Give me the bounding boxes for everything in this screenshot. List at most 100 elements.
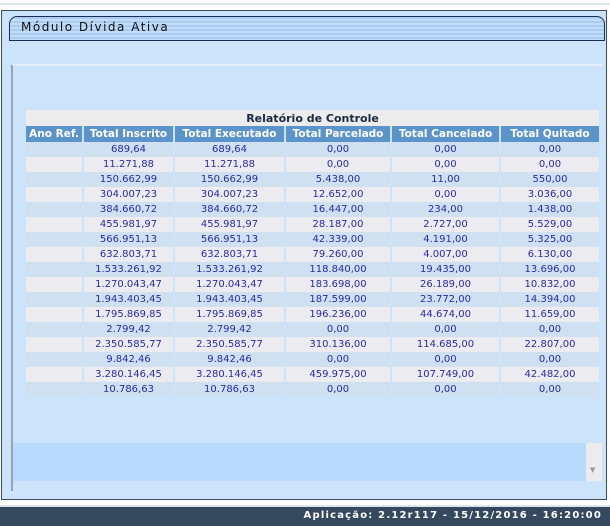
table-cell: 384.660,72 bbox=[175, 202, 284, 217]
column-header: Total Quitado bbox=[501, 126, 599, 142]
table-cell: 2.727,00 bbox=[392, 217, 499, 232]
table-cell: 42.339,00 bbox=[286, 232, 390, 247]
table-cell: 0,00 bbox=[392, 187, 499, 202]
table-cell bbox=[26, 247, 82, 262]
column-header: Total Executado bbox=[175, 126, 284, 142]
table-cell: 16.447,00 bbox=[286, 202, 390, 217]
column-header: Total Cancelado bbox=[392, 126, 499, 142]
table-cell: 11.271,88 bbox=[84, 157, 173, 172]
table-cell: 183.698,00 bbox=[286, 277, 390, 292]
table-cell: 1.270.043,47 bbox=[175, 277, 284, 292]
table-cell bbox=[26, 367, 82, 382]
table-row: 455.981,97 455.981,97 28.187,00 2.727,00 5.5… bbox=[26, 217, 599, 232]
module-title: Módulo Dívida Ativa bbox=[21, 20, 170, 34]
arrow-down-icon[interactable]: ▼ bbox=[590, 466, 596, 474]
table-row: 9.842,46 9.842,46 0,00 0,00 0,00 bbox=[26, 352, 599, 367]
table-cell: 566.951,13 bbox=[84, 232, 173, 247]
table-row: 150.662,99 150.662,99 5.438,00 11,00 550,00 bbox=[26, 172, 599, 187]
table-row: 689,64 689,64 0,00 0,00 0,00 bbox=[26, 142, 599, 157]
table-row: 1.533.261,92 1.533.261,92 118.840,00 19.435… bbox=[26, 262, 599, 277]
table-cell: 304.007,23 bbox=[84, 187, 173, 202]
table-cell: 14.394,00 bbox=[501, 292, 599, 307]
table-cell: 10.786,63 bbox=[175, 382, 284, 397]
column-header: Total Parcelado bbox=[286, 126, 390, 142]
table-cell: 0,00 bbox=[501, 382, 599, 397]
table-cell: 0,00 bbox=[286, 157, 390, 172]
scrollbar[interactable]: ▼ bbox=[586, 443, 602, 481]
table-row: 632.803,71 632.803,71 79.260,00 4.007,00 6.1… bbox=[26, 247, 599, 262]
table-cell: 0,00 bbox=[501, 352, 599, 367]
table-row: 566.951,13 566.951,13 42.339,00 4.191,00 5.3… bbox=[26, 232, 599, 247]
table-cell: 11.659,00 bbox=[501, 307, 599, 322]
table-cell: 9.842,46 bbox=[175, 352, 284, 367]
table-cell: 310.136,00 bbox=[286, 337, 390, 352]
table-cell: 0,00 bbox=[501, 322, 599, 337]
table-cell: 10.786,63 bbox=[84, 382, 173, 397]
table-cell: 566.951,13 bbox=[175, 232, 284, 247]
table-cell: 44.674,00 bbox=[392, 307, 499, 322]
table-row: 2.350.585,77 2.350.585,77 310.136,00 114.68… bbox=[26, 337, 599, 352]
table-cell: 107.749,00 bbox=[392, 367, 499, 382]
table-cell: 3.036,00 bbox=[501, 187, 599, 202]
table-cell: 0,00 bbox=[286, 142, 390, 157]
table-cell bbox=[26, 157, 82, 172]
control-report-table: Relatório de Controle Ano Ref. Total Insc… bbox=[24, 110, 601, 397]
table-cell bbox=[26, 142, 82, 157]
table-cell: 550,00 bbox=[501, 172, 599, 187]
table-cell: 0,00 bbox=[286, 322, 390, 337]
status-footer: Aplicação: 2.12r117 - 15/12/2016 - 16:20… bbox=[0, 505, 610, 526]
table-cell: 0,00 bbox=[392, 352, 499, 367]
table-cell: 4.191,00 bbox=[392, 232, 499, 247]
table-cell: 10.832,00 bbox=[501, 277, 599, 292]
table-cell: 459.975,00 bbox=[286, 367, 390, 382]
table-cell: 0,00 bbox=[501, 157, 599, 172]
table-cell bbox=[26, 172, 82, 187]
column-header: Ano Ref. bbox=[26, 126, 82, 142]
table-row: 384.660,72 384.660,72 16.447,00 234,00 1.438… bbox=[26, 202, 599, 217]
table-cell: 689,64 bbox=[175, 142, 284, 157]
table-cell: 0,00 bbox=[392, 382, 499, 397]
table-row: 1.270.043,47 1.270.043,47 183.698,00 26.189… bbox=[26, 277, 599, 292]
table-cell: 0,00 bbox=[392, 157, 499, 172]
lower-area bbox=[13, 443, 586, 481]
table-cell bbox=[26, 352, 82, 367]
table-cell: 118.840,00 bbox=[286, 262, 390, 277]
table-row: 1.943.403,45 1.943.403,45 187.599,00 23.772… bbox=[26, 292, 599, 307]
table-cell: 1.533.261,92 bbox=[175, 262, 284, 277]
table-row: 2.799,42 2.799,42 0,00 0,00 0,00 bbox=[26, 322, 599, 337]
table-cell: 12.652,00 bbox=[286, 187, 390, 202]
table-cell: 42.482,00 bbox=[501, 367, 599, 382]
table-cell: 455.981,97 bbox=[175, 217, 284, 232]
table-cell: 2.350.585,77 bbox=[175, 337, 284, 352]
app-version-text: Aplicação: 2.12r117 - 15/12/2016 - 16:20… bbox=[303, 510, 602, 521]
table-cell: 150.662,99 bbox=[84, 172, 173, 187]
table-cell: 5.325,00 bbox=[501, 232, 599, 247]
table-row: 3.280.146,45 3.280.146,45 459.975,00 107.74… bbox=[26, 367, 599, 382]
table-cell: 187.599,00 bbox=[286, 292, 390, 307]
table-cell bbox=[26, 262, 82, 277]
table-cell: 79.260,00 bbox=[286, 247, 390, 262]
table-cell: 455.981,97 bbox=[84, 217, 173, 232]
table-cell: 9.842,46 bbox=[84, 352, 173, 367]
table-cell: 234,00 bbox=[392, 202, 499, 217]
table-cell: 23.772,00 bbox=[392, 292, 499, 307]
table-cell: 1.795.869,85 bbox=[84, 307, 173, 322]
table-cell: 150.662,99 bbox=[175, 172, 284, 187]
table-cell: 632.803,71 bbox=[84, 247, 173, 262]
column-header: Total Inscrito bbox=[84, 126, 173, 142]
table-cell: 0,00 bbox=[501, 142, 599, 157]
table-cell: 5.529,00 bbox=[501, 217, 599, 232]
top-divider bbox=[0, 3, 610, 5]
table-cell: 2.799,42 bbox=[84, 322, 173, 337]
module-panel: Módulo Dívida Ativa Relatório de Control… bbox=[1, 10, 607, 500]
table-cell: 2.799,42 bbox=[175, 322, 284, 337]
table-cell bbox=[26, 382, 82, 397]
table-cell bbox=[26, 202, 82, 217]
table-cell: 5.438,00 bbox=[286, 172, 390, 187]
report-caption: Relatório de Controle bbox=[26, 110, 599, 126]
table-cell bbox=[26, 322, 82, 337]
table-cell bbox=[26, 307, 82, 322]
table-cell: 11,00 bbox=[392, 172, 499, 187]
table-cell: 13.696,00 bbox=[501, 262, 599, 277]
table-row: 304.007,23 304.007,23 12.652,00 0,00 3.036,0… bbox=[26, 187, 599, 202]
